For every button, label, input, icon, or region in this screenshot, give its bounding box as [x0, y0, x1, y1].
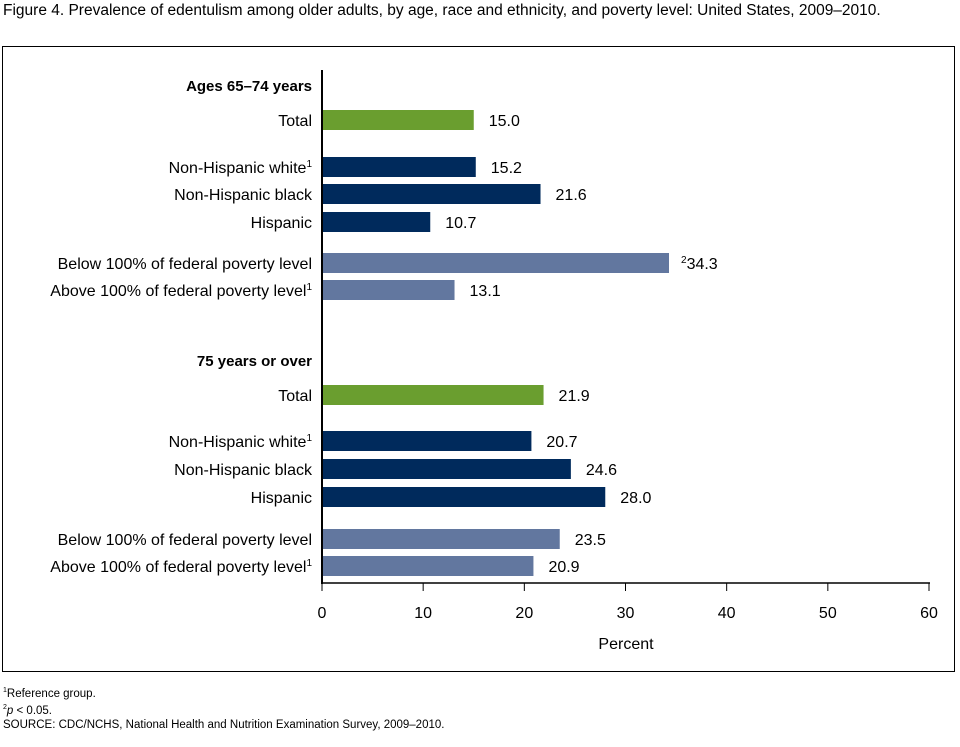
- category-label: Non-Hispanic white1: [169, 159, 313, 177]
- bar-poverty: [322, 529, 560, 549]
- value-label: 20.7: [546, 434, 577, 451]
- bar-poverty: [322, 280, 455, 300]
- value-label: 23.5: [575, 532, 606, 549]
- bar-race: [322, 212, 431, 232]
- bar-race: [322, 157, 476, 177]
- value-label: 28.0: [620, 490, 651, 507]
- value-label: 24.6: [586, 462, 617, 479]
- bar-poverty: [322, 556, 534, 576]
- footnote-2: 2p < 0.05.: [3, 703, 52, 717]
- x-tick-label: 10: [414, 605, 432, 622]
- x-tick-label: 20: [515, 605, 533, 622]
- bar-race: [322, 487, 606, 507]
- bar-race: [322, 184, 541, 204]
- x-tick-label: 50: [819, 605, 837, 622]
- category-label: Hispanic: [251, 215, 312, 232]
- group-header: 75 years or over: [197, 353, 312, 370]
- figure-title: Figure 4. Prevalence of edentulism among…: [3, 2, 881, 19]
- category-label: Non-Hispanic white1: [169, 433, 313, 451]
- x-axis-label: Percent: [598, 636, 654, 653]
- bar-total: [322, 385, 544, 405]
- category-label: Above 100% of federal poverty level1: [50, 558, 312, 576]
- x-tick-label: 60: [920, 605, 938, 622]
- group-header: Ages 65–74 years: [186, 78, 312, 95]
- x-tick-label: 30: [617, 605, 635, 622]
- bar-chart: Ages 65–74 years Total 15.0 Non-Hispanic wh…: [2, 46, 955, 672]
- category-label: Below 100% of federal poverty level: [58, 532, 312, 549]
- footnotes: 1Reference group. 2p < 0.05. SOURCE: CDC…: [3, 684, 444, 732]
- value-label: 13.1: [470, 283, 501, 300]
- source-note: SOURCE: CDC/NCHS, National Health and Nu…: [3, 718, 445, 731]
- footnote-1: 1Reference group.: [3, 687, 96, 700]
- bar-race: [322, 459, 571, 479]
- value-label: 21.6: [556, 187, 587, 204]
- x-tick-label: 40: [718, 605, 736, 622]
- value-label: 15.2: [491, 160, 522, 177]
- value-label: 20.9: [548, 559, 579, 576]
- category-label: Hispanic: [251, 490, 312, 507]
- category-label: Non-Hispanic black: [174, 462, 313, 479]
- bar-total: [322, 110, 474, 130]
- bar-race: [322, 431, 532, 451]
- category-label: Non-Hispanic black: [174, 187, 313, 204]
- chart-frame: [2, 46, 955, 672]
- category-label: Below 100% of federal poverty level: [58, 256, 312, 273]
- value-label: 21.9: [559, 388, 590, 405]
- bar-poverty: [322, 253, 670, 273]
- category-label: Total: [278, 113, 312, 130]
- category-label: Above 100% of federal poverty level1: [50, 282, 312, 300]
- value-label: 10.7: [445, 215, 476, 232]
- value-label: 15.0: [489, 113, 520, 130]
- category-label: Total: [278, 388, 312, 405]
- x-tick-label: 0: [318, 605, 327, 622]
- value-label: 234.3: [681, 255, 718, 273]
